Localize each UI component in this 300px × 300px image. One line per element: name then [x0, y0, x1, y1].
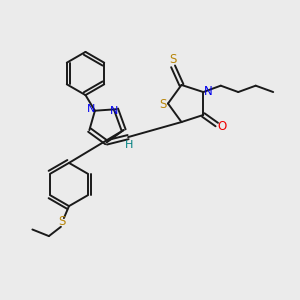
Text: N: N: [110, 106, 118, 116]
Text: O: O: [218, 121, 227, 134]
Text: S: S: [169, 53, 176, 66]
Text: H: H: [124, 140, 133, 150]
Text: S: S: [59, 215, 66, 228]
Text: N: N: [87, 104, 95, 114]
Text: N: N: [204, 85, 213, 98]
Text: S: S: [159, 98, 166, 111]
